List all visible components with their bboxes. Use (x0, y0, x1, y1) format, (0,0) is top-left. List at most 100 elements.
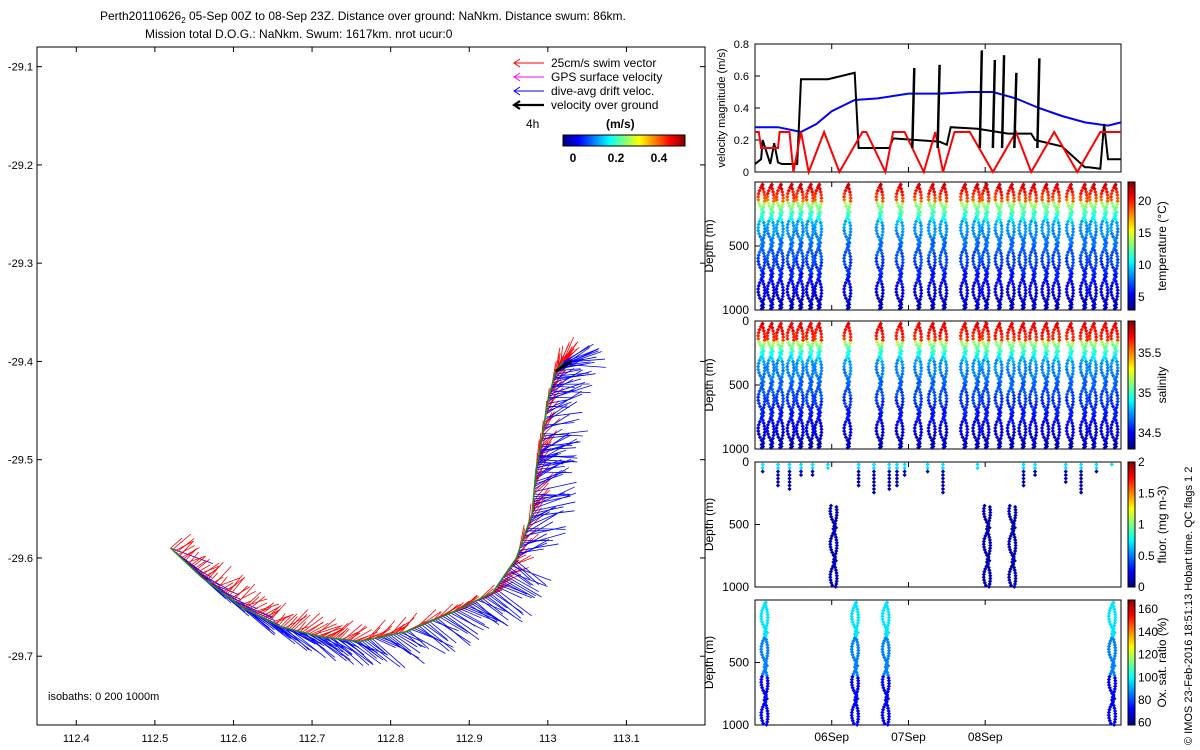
profile-point (800, 251, 805, 256)
profile-point (780, 189, 785, 195)
profile-point (943, 282, 948, 287)
drift-vector (326, 637, 349, 657)
profile-point (1109, 289, 1114, 295)
velocity-ytick-label: 0.8 (734, 39, 749, 51)
drift-vector (358, 641, 379, 658)
drift-vector (492, 592, 523, 614)
profile-point (800, 189, 805, 195)
profile-point (790, 328, 796, 334)
drift-vector (495, 588, 532, 617)
profile-point (943, 263, 949, 268)
map-ytick-label: -29.6 (8, 553, 33, 565)
swim-vector (366, 619, 386, 641)
profile-point (999, 402, 1004, 407)
drift-vector (534, 469, 563, 488)
profile-point (1017, 259, 1022, 264)
swim-vector (191, 556, 206, 569)
profile-point (756, 259, 761, 264)
profile-point (818, 202, 824, 207)
drift-vector (432, 620, 459, 632)
profile-point (912, 428, 917, 434)
drift-vector (535, 465, 565, 470)
profile-point (762, 402, 767, 407)
profile-point (1033, 421, 1038, 426)
drift-vector (450, 612, 484, 631)
profile-point (1056, 220, 1061, 225)
drift-vector (542, 430, 589, 437)
profile-point (761, 359, 766, 364)
profile-point (918, 220, 923, 225)
profile-point (771, 433, 776, 438)
profile-point (964, 282, 969, 287)
swim-vector (557, 350, 560, 370)
profile-point (1011, 263, 1016, 268)
profile-point (1045, 189, 1050, 195)
profile-point (976, 282, 981, 287)
drift-vector (501, 578, 535, 599)
profile-point (899, 390, 905, 395)
profile-point (998, 359, 1004, 364)
profile-point (800, 232, 805, 238)
profile-point (1005, 228, 1010, 233)
profile-point (1033, 390, 1038, 395)
profile-point (771, 263, 776, 268)
swim-vector (265, 605, 282, 620)
profile-point (1011, 202, 1016, 207)
profile-point (1040, 367, 1045, 372)
drift-vector (310, 634, 347, 662)
profile-point (780, 390, 785, 395)
drift-vector (540, 444, 573, 446)
profile-point (899, 359, 905, 364)
colorbar-label: temperature (°C) (1155, 201, 1169, 291)
drift-vector (536, 460, 575, 468)
profile-point (971, 228, 976, 233)
profile-point (1033, 359, 1038, 364)
swim-vector (302, 616, 324, 633)
drift-vector (241, 606, 275, 636)
swim-vector (258, 606, 272, 617)
swim-vector (533, 472, 554, 492)
map-ticks: 112.4 112.5 112.6 112.7 112.8 112.9 113 113.1-2… (8, 47, 705, 745)
profile-point (770, 282, 776, 287)
profile-point (958, 289, 963, 295)
colorbar-tick-label: 0 (570, 151, 577, 165)
profile-point (985, 189, 991, 195)
profile-point (848, 371, 853, 377)
profile-point (771, 189, 776, 195)
profile-point (964, 359, 969, 364)
profile-point (780, 421, 785, 426)
drift-vector (550, 390, 591, 394)
profile-point (761, 390, 766, 395)
profile-point (958, 259, 963, 264)
drift-vector (273, 623, 292, 639)
swim-vector (175, 538, 195, 554)
profile-point (1033, 402, 1039, 407)
profile-point (993, 428, 998, 434)
swim-vector (187, 551, 199, 565)
swim-vector (385, 621, 410, 637)
profile-point (785, 289, 790, 295)
drift-vector (535, 471, 572, 474)
profile-point (879, 390, 885, 395)
map-ytick-label: -29.2 (8, 160, 33, 172)
profile-point (1070, 294, 1075, 299)
profile-point (1046, 433, 1051, 438)
drift-vector (538, 454, 578, 459)
profile-point (899, 282, 905, 287)
drift-vector (483, 596, 523, 623)
profile-point (894, 197, 899, 203)
profile-point (780, 251, 785, 256)
profile-point (874, 197, 879, 203)
profile-point (938, 367, 943, 372)
profile-point (1022, 251, 1027, 256)
profile-point (912, 289, 917, 295)
swim-vector (352, 629, 372, 642)
swim-vector (269, 602, 287, 622)
profile-point (932, 402, 937, 407)
map-xtick-label: 112.7 (299, 733, 326, 745)
profile-point (1033, 371, 1038, 377)
drift-vector (533, 494, 571, 500)
profile-point (771, 202, 776, 207)
colorbar-tick-label: 10 (1138, 258, 1152, 272)
